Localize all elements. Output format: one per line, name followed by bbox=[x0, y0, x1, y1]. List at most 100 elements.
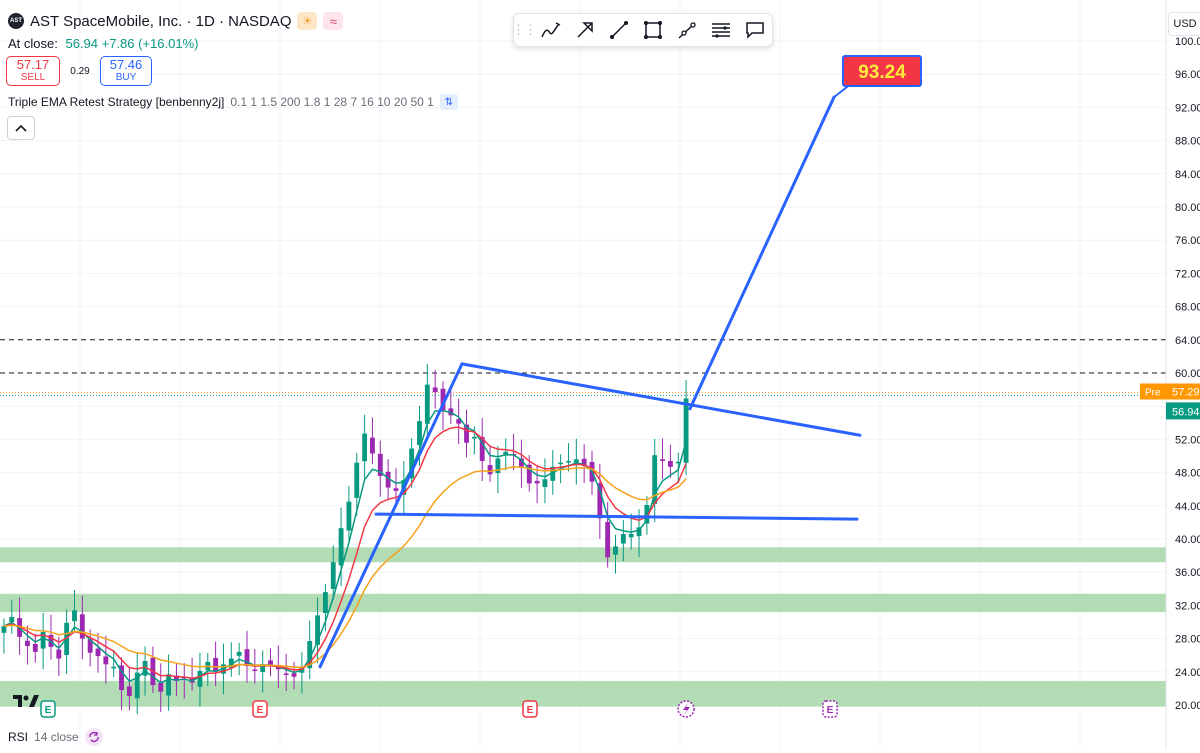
candle-body[interactable] bbox=[173, 675, 179, 681]
candle-body[interactable] bbox=[424, 384, 430, 424]
candle-body[interactable] bbox=[362, 433, 368, 462]
arrow-icon[interactable] bbox=[568, 15, 602, 45]
candle-body[interactable] bbox=[87, 639, 93, 653]
ray-icon[interactable] bbox=[670, 15, 704, 45]
candle-body[interactable] bbox=[613, 546, 618, 555]
candle-body[interactable] bbox=[644, 504, 650, 524]
candle-body[interactable] bbox=[354, 462, 360, 498]
candle-body[interactable] bbox=[56, 649, 62, 659]
rsi-name[interactable]: RSI bbox=[8, 730, 29, 744]
candle-body[interactable] bbox=[158, 682, 164, 692]
trend-line-icon[interactable] bbox=[602, 15, 636, 45]
earnings-marker[interactable] bbox=[40, 700, 56, 718]
candle-body[interactable] bbox=[228, 658, 234, 668]
rectangle-icon[interactable] bbox=[636, 15, 670, 45]
candle-body[interactable] bbox=[346, 501, 352, 531]
candle-body[interactable] bbox=[25, 640, 30, 647]
candle-body[interactable] bbox=[417, 421, 422, 446]
candle-body[interactable] bbox=[283, 673, 289, 675]
candle-body[interactable] bbox=[119, 665, 124, 691]
rsi-pane-legend[interactable]: RSI 14 close bbox=[8, 728, 103, 746]
candle-body[interactable] bbox=[558, 462, 564, 465]
candle-body[interactable] bbox=[534, 480, 540, 484]
target-label-box[interactable] bbox=[842, 55, 922, 87]
candle-body[interactable] bbox=[370, 437, 375, 454]
candle-body[interactable] bbox=[652, 455, 658, 504]
candle-body[interactable] bbox=[252, 669, 258, 671]
candle-body[interactable] bbox=[683, 398, 689, 463]
target-projection-line[interactable] bbox=[688, 95, 836, 411]
candle-body[interactable] bbox=[377, 453, 383, 476]
candle-body[interactable] bbox=[550, 466, 556, 481]
symbol-title[interactable]: AST SpaceMobile, Inc. · 1D · NASDAQ bbox=[30, 12, 292, 30]
candle-body[interactable] bbox=[464, 424, 469, 443]
candle-body[interactable] bbox=[9, 617, 15, 623]
drag-handle-icon[interactable]: ⋮⋮ bbox=[512, 22, 537, 37]
wave-icon[interactable]: ≈ bbox=[323, 12, 344, 30]
candle-body[interactable] bbox=[79, 614, 85, 639]
candle-body[interactable] bbox=[503, 451, 509, 455]
earnings-marker[interactable] bbox=[522, 700, 538, 718]
price-axis[interactable] bbox=[1166, 0, 1200, 748]
buy-button[interactable]: 57.46 BUY bbox=[100, 56, 152, 86]
lower-flag-line[interactable] bbox=[374, 512, 859, 521]
candle-body[interactable] bbox=[636, 527, 642, 537]
candle-body[interactable] bbox=[667, 461, 673, 467]
candle-body[interactable] bbox=[142, 661, 148, 676]
candle-body[interactable] bbox=[1, 626, 7, 633]
sell-button[interactable]: 57.17 SELL bbox=[6, 56, 60, 86]
candle-body[interactable] bbox=[581, 458, 587, 466]
candle-body[interactable] bbox=[456, 419, 462, 424]
candle-body[interactable] bbox=[495, 458, 501, 474]
currency-label[interactable]: USD bbox=[1168, 12, 1200, 36]
candle-body[interactable] bbox=[236, 651, 242, 656]
candle-body[interactable] bbox=[660, 459, 665, 461]
candle-body[interactable] bbox=[393, 488, 399, 491]
candle-body[interactable] bbox=[338, 528, 344, 566]
candle-body[interactable] bbox=[197, 670, 203, 687]
candle-body[interactable] bbox=[291, 673, 297, 677]
candle-body[interactable] bbox=[32, 644, 38, 652]
candle-body[interactable] bbox=[134, 672, 140, 699]
fib-icon[interactable] bbox=[704, 15, 738, 45]
upper-flag-line[interactable] bbox=[460, 362, 862, 437]
candle-body[interactable] bbox=[166, 674, 172, 696]
earnings-marker-future[interactable] bbox=[822, 700, 838, 718]
candle-body[interactable] bbox=[315, 615, 320, 645]
candle-body[interactable] bbox=[330, 562, 336, 589]
candle-body[interactable] bbox=[322, 592, 328, 614]
candle-body[interactable] bbox=[40, 631, 46, 649]
candle-body[interactable] bbox=[432, 387, 438, 393]
candle-body[interactable] bbox=[103, 656, 109, 665]
sun-icon[interactable]: ☀ bbox=[297, 12, 318, 30]
candle-body[interactable] bbox=[479, 437, 485, 461]
candle-body[interactable] bbox=[542, 479, 548, 488]
candle-body[interactable] bbox=[566, 460, 571, 463]
swap-arrows-icon[interactable]: ⇅ bbox=[439, 94, 458, 110]
candle-body[interactable] bbox=[72, 610, 77, 622]
candle-body[interactable] bbox=[409, 448, 415, 479]
candle-body[interactable] bbox=[573, 459, 579, 466]
candle-body[interactable] bbox=[307, 641, 313, 669]
candle-body[interactable] bbox=[126, 686, 132, 696]
candle-body[interactable] bbox=[471, 436, 477, 439]
candle-body[interactable] bbox=[620, 534, 626, 544]
candle-body[interactable] bbox=[675, 461, 681, 464]
brush-icon[interactable] bbox=[534, 15, 568, 45]
candle-body[interactable] bbox=[260, 664, 266, 672]
indicator-name[interactable]: Triple EMA Retest Strategy [benbenny2j] bbox=[8, 95, 225, 109]
collapse-legend-button[interactable] bbox=[7, 116, 35, 140]
candle-body[interactable] bbox=[526, 464, 532, 484]
candle-body[interactable] bbox=[487, 465, 493, 475]
candle-body[interactable] bbox=[268, 660, 273, 666]
candle-body[interactable] bbox=[597, 483, 603, 519]
indicator-legend[interactable]: Triple EMA Retest Strategy [benbenny2j] … bbox=[8, 94, 458, 110]
candle-body[interactable] bbox=[440, 388, 446, 411]
callout-icon[interactable] bbox=[738, 15, 772, 45]
candle-body[interactable] bbox=[385, 471, 391, 488]
refresh-icon[interactable] bbox=[84, 728, 103, 746]
candle-body[interactable] bbox=[518, 458, 524, 468]
candle-body[interactable] bbox=[95, 648, 101, 657]
